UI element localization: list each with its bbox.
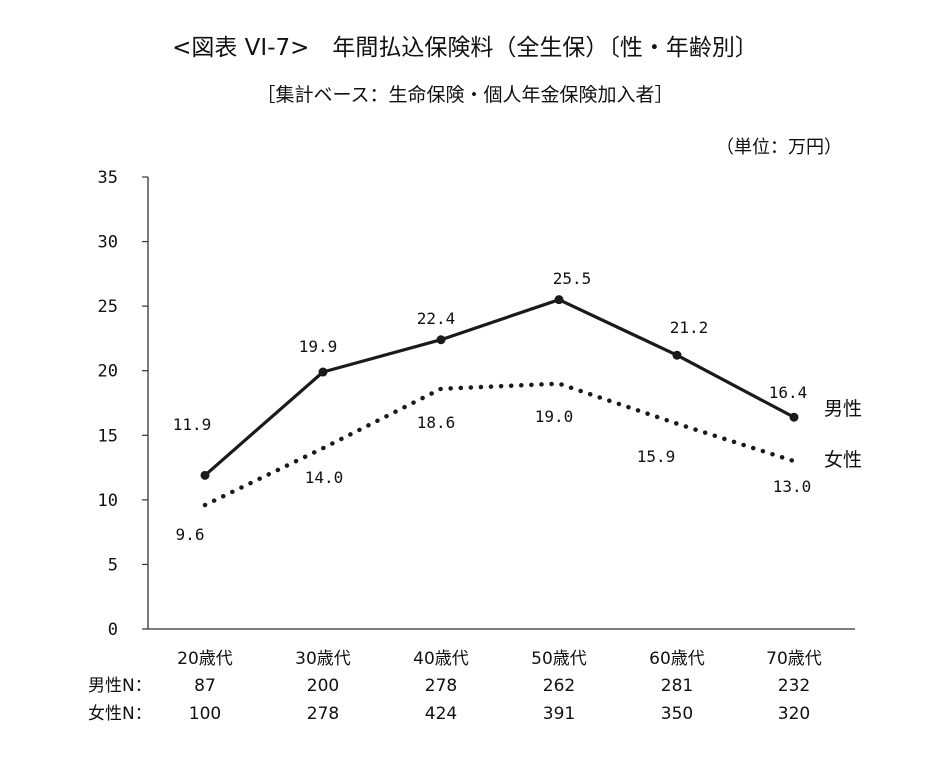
data-label-female: 13.0 <box>773 477 812 496</box>
legend-label-female: 女性 <box>824 449 862 471</box>
data-point-male <box>789 412 799 422</box>
male-n-label: 男性N： <box>88 676 152 696</box>
x-category-label: 60歳代 <box>649 649 705 669</box>
x-category-label: 70歳代 <box>766 649 822 669</box>
y-tick-label: 25 <box>98 297 118 317</box>
data-label-female: 14.0 <box>305 468 344 487</box>
male-n-value: 262 <box>543 676 575 696</box>
male-n-value: 278 <box>425 676 457 696</box>
female-n-value: 278 <box>307 704 339 724</box>
data-point-male <box>436 335 446 345</box>
female-n-label: 女性N： <box>88 704 152 724</box>
female-n-value: 424 <box>425 704 457 724</box>
male-n-value: 87 <box>194 676 216 696</box>
series-line-female <box>202 381 797 508</box>
male-n-value: 200 <box>307 676 339 696</box>
data-label-male: 22.4 <box>417 309 456 328</box>
data-point-male <box>672 350 682 360</box>
female-n-value: 350 <box>661 704 693 724</box>
chart-title: <図表 VI-7> 年間払込保険料（全生保）〔性・年齢別〕 <box>172 35 758 61</box>
data-label-male: 19.9 <box>299 337 338 356</box>
series-line-male <box>203 298 795 477</box>
x-category-label: 20歳代 <box>177 649 233 669</box>
y-tick-label: 10 <box>98 491 118 511</box>
unit-label: （単位：万円） <box>716 137 842 158</box>
female-n-value: 391 <box>543 704 575 724</box>
x-category-label: 40歳代 <box>413 649 469 669</box>
data-label-female: 15.9 <box>637 447 676 466</box>
male-n-value: 232 <box>778 676 810 696</box>
y-tick-label: 30 <box>98 233 118 253</box>
chart-subtitle: ［集計ベース：生命保険・個人年金保険加入者］ <box>256 84 674 106</box>
data-label-female: 9.6 <box>176 525 205 544</box>
data-label-male: 16.4 <box>769 383 808 402</box>
male-n-value: 281 <box>661 676 693 696</box>
y-tick-label: 0 <box>108 620 118 640</box>
data-label-male: 11.9 <box>173 415 212 434</box>
data-label-male: 21.2 <box>670 318 709 337</box>
x-category-label: 30歳代 <box>295 649 351 669</box>
data-point-male <box>318 367 328 377</box>
female-n-value: 100 <box>189 704 221 724</box>
data-point-male <box>200 470 210 480</box>
legend-label-male: 男性 <box>824 398 862 420</box>
data-label-male: 25.5 <box>553 269 592 288</box>
data-label-female: 18.6 <box>417 413 456 432</box>
y-tick-label: 20 <box>98 362 118 382</box>
data-point-male <box>554 295 564 305</box>
y-tick-label: 5 <box>108 555 118 575</box>
female-n-value: 320 <box>778 704 810 724</box>
y-tick-label: 35 <box>98 168 118 188</box>
y-tick-label: 15 <box>98 426 118 446</box>
x-category-label: 50歳代 <box>531 649 587 669</box>
data-label-female: 19.0 <box>535 407 574 426</box>
